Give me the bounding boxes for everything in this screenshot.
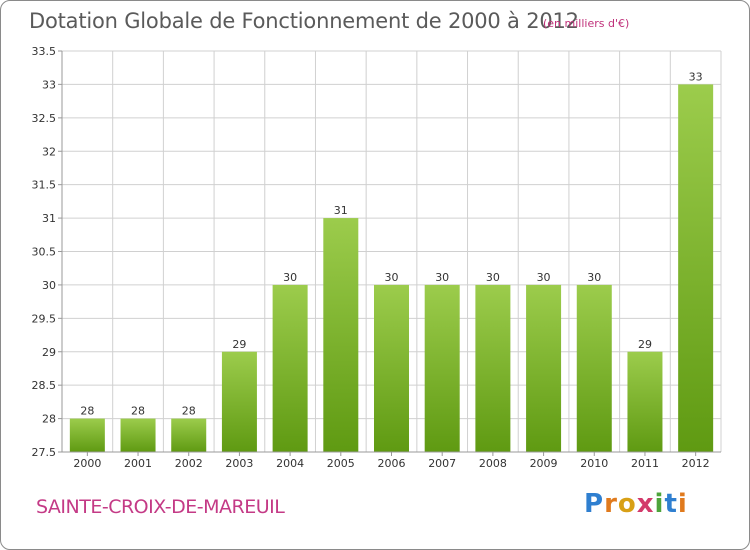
commune-name: SAINTE-CROIX-DE-MAREUIL bbox=[36, 496, 285, 518]
y-tick-label: 29.5 bbox=[32, 312, 57, 325]
x-tick-label: 2011 bbox=[631, 457, 659, 470]
x-tick-label: 2000 bbox=[73, 457, 101, 470]
y-tick-label: 31.5 bbox=[32, 179, 57, 192]
x-tick-label: 2012 bbox=[682, 457, 710, 470]
y-tick-label: 27.5 bbox=[32, 446, 57, 459]
x-tick-label: 2009 bbox=[530, 457, 558, 470]
bar[interactable] bbox=[171, 418, 207, 452]
x-tick-label: 2001 bbox=[124, 457, 152, 470]
bar[interactable] bbox=[475, 284, 511, 452]
x-tick-label: 2010 bbox=[580, 457, 608, 470]
data-label: 28 bbox=[80, 405, 94, 418]
x-tick-label: 2008 bbox=[479, 457, 507, 470]
bar[interactable] bbox=[374, 284, 409, 452]
y-tick-label: 30 bbox=[42, 279, 56, 292]
y-tick-label: 30.5 bbox=[32, 246, 57, 259]
y-tick-label: 31 bbox=[42, 212, 56, 225]
unit-label: (en milliers d'€) bbox=[543, 17, 630, 30]
logo-letter: x bbox=[636, 489, 655, 519]
data-label: 28 bbox=[131, 405, 145, 418]
chart-title: Dotation Globale de Fonctionnement de 20… bbox=[29, 9, 579, 33]
bar[interactable] bbox=[69, 418, 105, 452]
y-tick-label: 32.5 bbox=[32, 112, 57, 125]
data-label: 30 bbox=[385, 271, 399, 284]
logo-letter: o bbox=[617, 489, 637, 519]
x-tick-label: 2003 bbox=[225, 457, 253, 470]
bar[interactable] bbox=[120, 418, 156, 452]
y-tick-label: 33 bbox=[42, 78, 56, 91]
data-label: 29 bbox=[638, 338, 652, 351]
data-label: 28 bbox=[182, 405, 196, 418]
data-label: 30 bbox=[435, 271, 449, 284]
bar[interactable] bbox=[678, 84, 714, 453]
y-tick-label: 28.5 bbox=[32, 379, 57, 392]
bar[interactable] bbox=[323, 218, 359, 452]
bar[interactable] bbox=[627, 351, 663, 452]
bar[interactable] bbox=[424, 284, 460, 452]
logo-letter: r bbox=[604, 489, 618, 519]
y-tick-label: 28 bbox=[42, 413, 56, 426]
logo-letter: i bbox=[654, 489, 665, 519]
logo-letter: P bbox=[584, 489, 605, 519]
bar[interactable] bbox=[272, 284, 308, 452]
y-tick-label: 29 bbox=[42, 346, 56, 359]
x-tick-label: 2004 bbox=[276, 457, 304, 470]
data-label: 33 bbox=[689, 70, 703, 83]
proxiti-logo[interactable]: Proxiti bbox=[584, 489, 688, 519]
bar[interactable] bbox=[221, 351, 257, 452]
data-label: 30 bbox=[486, 271, 500, 284]
y-tick-label: 33.5 bbox=[32, 45, 57, 58]
x-tick-label: 2007 bbox=[428, 457, 456, 470]
data-label: 30 bbox=[537, 271, 551, 284]
y-tick-label: 32 bbox=[42, 145, 56, 158]
bar[interactable] bbox=[576, 284, 612, 452]
data-label: 30 bbox=[587, 271, 601, 284]
logo-letter: i bbox=[677, 489, 688, 519]
bar[interactable] bbox=[526, 284, 562, 452]
x-tick-label: 2006 bbox=[378, 457, 406, 470]
logo-letter: t bbox=[664, 489, 678, 519]
data-label: 29 bbox=[232, 338, 246, 351]
x-tick-label: 2005 bbox=[327, 457, 355, 470]
x-tick-label: 2002 bbox=[175, 457, 203, 470]
data-label: 31 bbox=[334, 204, 348, 217]
data-label: 30 bbox=[283, 271, 297, 284]
